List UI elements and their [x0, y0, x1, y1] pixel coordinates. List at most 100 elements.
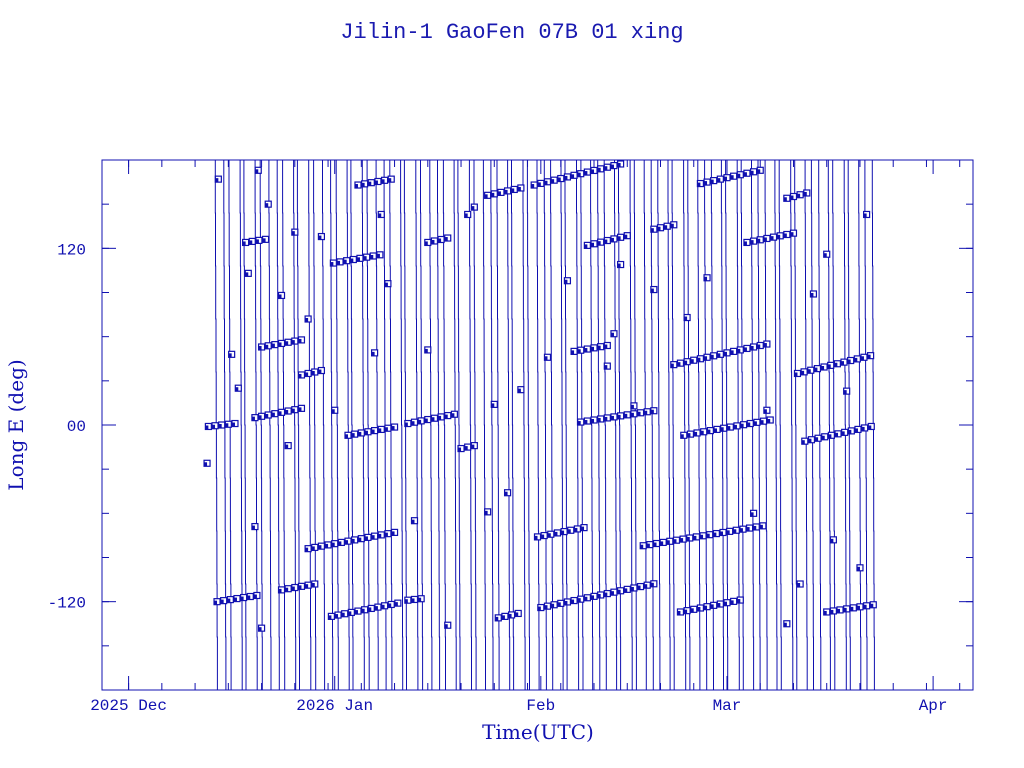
ground-track-line — [346, 159, 350, 690]
data-point-fill — [834, 362, 838, 367]
data-point-fill — [810, 292, 814, 297]
data-point-fill — [843, 607, 847, 612]
data-point-fill — [821, 435, 825, 440]
data-point-fill — [597, 417, 601, 422]
data-point-fill — [411, 519, 415, 524]
data-point-fill — [870, 603, 874, 608]
data-point-fill — [597, 593, 601, 598]
data-points — [203, 160, 877, 632]
data-point-fill — [723, 351, 727, 356]
data-point-fill — [750, 170, 754, 175]
data-point-fill — [707, 429, 711, 434]
data-point-fill — [531, 184, 535, 189]
data-point-fill — [341, 612, 345, 617]
data-point-fill — [861, 426, 865, 431]
data-point-fill — [351, 433, 355, 438]
data-point-fill — [808, 438, 812, 443]
data-point-fill — [388, 178, 392, 183]
y-axis-label: Long E (deg) — [4, 359, 28, 490]
data-point-fill — [285, 341, 289, 346]
data-point-fill — [424, 348, 428, 353]
data-point-fill — [547, 533, 551, 538]
data-point-fill — [717, 178, 721, 183]
ground-track-line — [827, 159, 831, 690]
data-point-fill — [644, 410, 648, 415]
data-point-fill — [610, 164, 614, 169]
data-point-fill — [348, 611, 352, 616]
data-point-fill — [249, 240, 253, 245]
data-point-fill — [271, 343, 275, 348]
data-point-fill — [245, 272, 249, 277]
data-point-fill — [571, 350, 575, 355]
data-point-fill — [584, 244, 588, 249]
data-point-fill — [285, 444, 289, 449]
data-point-fill — [564, 175, 568, 180]
data-point-fill — [624, 413, 628, 418]
data-point-fill — [653, 542, 657, 547]
data-point-fill — [710, 354, 714, 359]
ground-track-line — [794, 159, 798, 690]
data-point-fill — [750, 240, 754, 245]
data-point-fill — [311, 371, 315, 375]
data-point-fill — [368, 607, 372, 612]
data-point-fill — [740, 423, 744, 428]
data-point-fill — [737, 173, 741, 178]
ground-track-line — [774, 159, 778, 690]
data-point-fill — [471, 444, 475, 449]
data-point-fill — [318, 369, 322, 374]
data-point-fill — [640, 544, 644, 549]
data-point-fill — [690, 608, 694, 613]
data-point-fill — [610, 591, 614, 596]
data-point-fill — [617, 236, 621, 241]
data-point-fill — [837, 608, 841, 613]
ground-track-line — [468, 159, 472, 690]
data-point-fill — [835, 432, 839, 437]
data-point-fill — [597, 167, 601, 172]
ground-track-line — [543, 159, 547, 690]
data-point-fill — [610, 415, 614, 420]
ground-track-line — [710, 159, 714, 690]
data-point-fill — [215, 178, 219, 183]
data-point-fill — [278, 411, 282, 416]
data-point-fill — [291, 231, 295, 236]
ground-track-line — [496, 159, 500, 690]
data-point-fill — [700, 430, 704, 435]
data-point-fill — [757, 238, 761, 243]
data-point-fill — [704, 356, 708, 361]
data-point-fill — [331, 542, 335, 547]
data-point-fill — [291, 340, 295, 345]
ground-track-line — [429, 159, 433, 690]
data-point-fill — [720, 531, 724, 536]
data-point-fill — [371, 351, 375, 356]
axis-ticks: 2025 Dec 2026 Jan Feb Mar Apr 120 00 -120 — [48, 160, 973, 715]
data-point-fill — [328, 615, 332, 620]
data-point-fill — [713, 532, 717, 537]
ground-track-line — [633, 159, 637, 690]
data-point-fill — [710, 604, 714, 609]
y-tick-label: 00 — [67, 418, 86, 436]
data-point-fill — [717, 353, 721, 358]
data-point-fill — [544, 605, 548, 610]
data-point-fill — [381, 179, 385, 184]
data-point-fill — [541, 534, 545, 539]
data-point-fill — [584, 420, 588, 425]
data-point-fill — [630, 412, 634, 417]
data-point-fill — [704, 605, 708, 610]
data-point-fill — [577, 172, 581, 177]
data-point-fill — [253, 594, 257, 599]
data-point-fill — [374, 180, 378, 185]
data-point-fill — [815, 437, 819, 442]
ground-track-line — [361, 159, 365, 690]
data-point-fill — [235, 387, 239, 392]
data-point-fill — [763, 409, 767, 414]
ground-track-line — [697, 159, 701, 690]
data-point-fill — [371, 535, 375, 540]
data-point-fill — [684, 360, 688, 365]
ground-track-line — [818, 159, 822, 690]
data-point-fill — [727, 426, 731, 431]
data-point-fill — [823, 610, 827, 615]
data-point-fill — [240, 596, 244, 601]
data-point-fill — [850, 606, 854, 611]
data-point-fill — [544, 356, 548, 361]
data-point-fill — [757, 344, 761, 349]
